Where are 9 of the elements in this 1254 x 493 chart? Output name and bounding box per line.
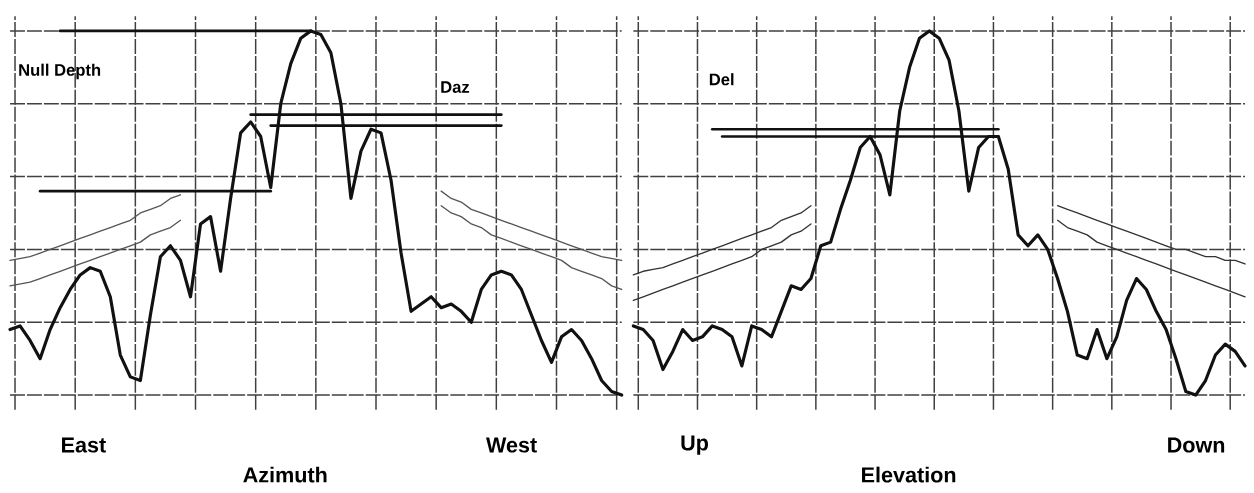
text: East [62,437,106,453]
annotation: Daz [441,81,470,93]
text: West [486,437,537,453]
text: Down [1168,437,1225,453]
text: Up [681,435,709,455]
annotation: Del [709,73,734,86]
x-axis-title: Azimuth [243,466,327,483]
annotation: Null Depth [19,63,101,80]
x-axis-title: Elevation [862,466,956,483]
